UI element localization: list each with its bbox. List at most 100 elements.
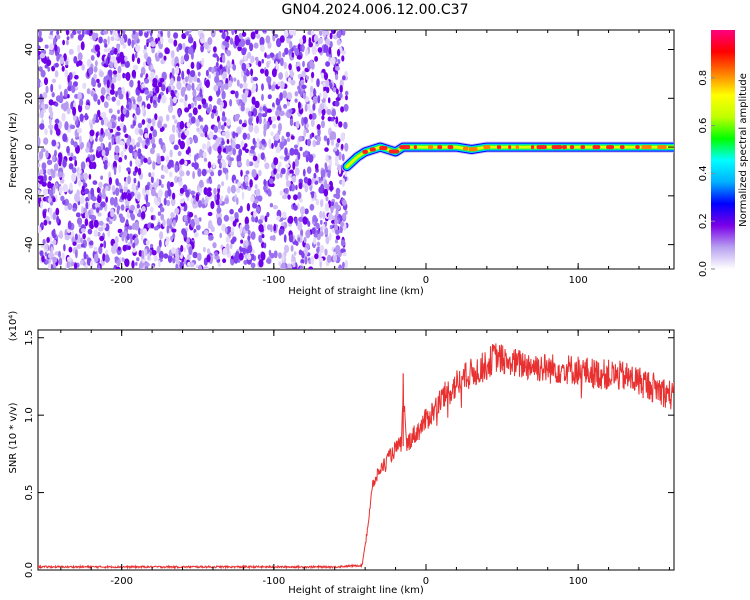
noise-point: [186, 83, 192, 91]
noise-point: [272, 205, 278, 210]
noise-point: [39, 169, 44, 175]
noise-point: [150, 243, 154, 248]
noise-point: [184, 94, 188, 102]
noise-point: [113, 48, 118, 55]
noise-point: [144, 133, 149, 139]
noise-point: [113, 160, 117, 170]
noise-point: [221, 116, 227, 122]
noise-point: [212, 162, 216, 169]
noise-point: [334, 155, 339, 163]
noise-point: [117, 246, 121, 251]
noise-point: [335, 116, 339, 125]
noise-point: [102, 253, 106, 262]
noise-point: [48, 99, 54, 106]
noise-point: [222, 147, 227, 153]
noise-point: [51, 78, 57, 84]
noise-point: [40, 69, 46, 78]
noise-point: [332, 253, 338, 263]
noise-point: [49, 43, 54, 51]
noise-point: [162, 219, 166, 227]
noise-point: [246, 203, 251, 212]
noise-point: [221, 131, 226, 137]
noise-point: [149, 206, 154, 213]
noise-point: [250, 31, 256, 40]
noise-point: [278, 161, 282, 167]
noise-point: [262, 105, 267, 112]
noise-point: [180, 88, 186, 97]
noise-point: [343, 121, 348, 130]
noise-point: [220, 124, 225, 131]
noise-point: [172, 219, 176, 227]
noise-point: [124, 55, 128, 63]
signal-trace: [341, 141, 674, 173]
noise-point: [115, 135, 121, 144]
noise-point: [150, 71, 155, 77]
noise-point: [157, 81, 163, 88]
noise-point: [238, 119, 243, 125]
noise-point: [313, 237, 317, 245]
noise-point: [316, 124, 321, 130]
noise-point: [339, 92, 343, 99]
noise-point: [83, 251, 87, 260]
noise-point: [292, 266, 297, 269]
y-tick-label: 1.5: [24, 330, 35, 346]
noise-point: [147, 30, 152, 34]
noise-point: [64, 234, 70, 241]
noise-point: [180, 244, 184, 253]
noise-point: [52, 185, 56, 194]
noise-point: [306, 138, 312, 147]
noise-point: [169, 134, 175, 143]
noise-point: [134, 191, 138, 196]
noise-point: [193, 217, 197, 223]
noise-point: [272, 123, 277, 129]
noise-point: [294, 167, 300, 176]
noise-point: [116, 73, 122, 82]
noise-point: [142, 228, 147, 236]
noise-point: [51, 139, 57, 147]
noise-point: [246, 158, 250, 167]
noise-point: [174, 89, 177, 95]
noise-point: [54, 102, 59, 107]
noise-point: [280, 167, 286, 175]
noise-point: [133, 237, 139, 246]
noise-point: [67, 203, 73, 211]
noise-point: [319, 210, 323, 219]
noise-point: [308, 102, 311, 112]
noise-point: [124, 60, 130, 68]
noise-point: [302, 60, 305, 68]
noise-point: [340, 106, 345, 113]
noise-point: [132, 120, 136, 127]
noise-point: [115, 131, 121, 136]
noise-point: [169, 77, 174, 86]
noise-point: [115, 32, 119, 41]
noise-point: [140, 228, 144, 235]
noise-point: [183, 247, 187, 253]
noise-point: [289, 169, 294, 175]
noise-point: [251, 96, 256, 105]
noise-point: [106, 217, 111, 222]
noise-point: [298, 135, 303, 142]
noise-point: [292, 161, 296, 171]
noise-point: [272, 33, 276, 42]
noise-point: [273, 223, 277, 232]
noise-point: [296, 55, 302, 60]
noise-point: [42, 210, 47, 219]
noise-point: [49, 128, 53, 136]
noise-point: [134, 127, 140, 136]
noise-point: [250, 195, 255, 203]
noise-point: [161, 84, 166, 92]
noise-point: [139, 129, 144, 136]
noise-point: [177, 131, 182, 139]
noise-point: [340, 248, 346, 254]
noise-point: [337, 48, 341, 57]
noise-point: [127, 38, 132, 46]
noise-point: [172, 114, 176, 120]
noise-point: [150, 188, 156, 197]
noise-point: [137, 193, 141, 202]
noise-point: [206, 191, 212, 197]
noise-point: [77, 52, 83, 61]
noise-point: [134, 152, 138, 160]
noise-point: [196, 127, 200, 132]
noise-point: [270, 224, 273, 233]
noise-point: [39, 250, 44, 257]
